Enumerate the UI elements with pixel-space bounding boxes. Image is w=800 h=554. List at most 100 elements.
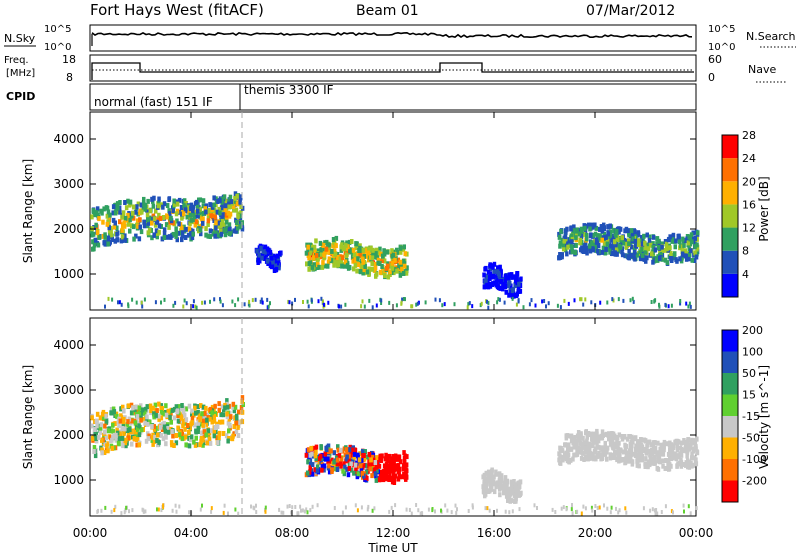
range-cell	[169, 419, 173, 425]
range-cell	[453, 302, 456, 307]
range-cell	[504, 289, 508, 295]
range-cell	[179, 412, 183, 418]
date-title: 07/Mar/2012	[586, 3, 675, 19]
range-cell	[561, 457, 565, 462]
colorbar-frame	[721, 329, 739, 503]
range-cell	[319, 444, 323, 450]
range-cell	[330, 467, 334, 473]
range-cell	[492, 261, 497, 267]
range-cell	[569, 226, 573, 232]
range-cell	[503, 278, 508, 284]
range-cell	[118, 200, 122, 205]
range-cell	[380, 258, 384, 264]
range-cell	[362, 456, 367, 462]
range-cell	[651, 244, 655, 250]
range-cell	[617, 243, 622, 249]
range-cell	[370, 266, 374, 272]
range-cell	[498, 285, 502, 291]
range-cell	[139, 202, 144, 208]
range-cell	[392, 472, 396, 478]
range-cell	[232, 408, 237, 414]
range-cell	[630, 461, 635, 467]
range-cell	[594, 431, 598, 437]
range-cell	[683, 248, 688, 254]
range-cell	[308, 242, 313, 248]
range-cell	[492, 268, 496, 274]
range-cell	[679, 452, 684, 458]
range-cell	[567, 442, 571, 448]
range-cell	[134, 434, 138, 440]
range-cell	[340, 255, 345, 261]
range-cell	[617, 432, 622, 438]
range-cell	[316, 503, 319, 508]
range-cell	[333, 251, 337, 257]
range-cell	[100, 437, 104, 443]
range-cell	[481, 489, 486, 495]
range-cell	[188, 510, 190, 515]
range-cell	[567, 447, 571, 453]
range-cell	[217, 407, 221, 413]
range-cell	[334, 235, 339, 241]
range-cell	[633, 435, 638, 441]
range-cell	[689, 304, 692, 309]
range-cell	[192, 412, 196, 418]
range-cell	[206, 209, 211, 215]
range-cell	[325, 447, 329, 453]
range-cell	[509, 283, 513, 289]
range-cell	[650, 300, 653, 304]
range-cell	[188, 437, 193, 443]
range-cell	[204, 432, 208, 438]
range-cell	[638, 451, 642, 457]
range-cell	[299, 504, 302, 509]
range-cell	[466, 305, 469, 310]
range-cell	[206, 233, 210, 239]
range-cell	[639, 256, 643, 262]
range-cell	[174, 226, 178, 232]
range-cell	[573, 435, 577, 440]
range-cell	[594, 225, 599, 231]
colorbar-tick-label: -200	[742, 475, 767, 488]
range-cell	[115, 231, 119, 237]
range-cell	[156, 507, 158, 512]
range-cell	[314, 238, 318, 244]
range-cell	[395, 268, 399, 274]
range-cell	[163, 428, 167, 434]
range-cell	[107, 228, 112, 234]
range-cell	[153, 402, 158, 408]
range-cell	[317, 456, 322, 462]
velocity-ylabel: Slant Range [km]	[21, 365, 35, 469]
range-cell	[644, 456, 648, 462]
range-cell	[581, 450, 585, 456]
range-cell	[592, 239, 597, 245]
range-cell	[682, 462, 686, 467]
range-cell	[655, 236, 660, 242]
range-cell	[395, 303, 398, 308]
range-cell	[236, 225, 240, 231]
range-cell	[486, 470, 491, 476]
range-cell	[227, 511, 229, 516]
nsearch-tick-bottom: 10^0	[708, 42, 735, 53]
range-cell	[640, 453, 644, 459]
range-cell	[96, 212, 100, 218]
range-cell	[102, 450, 107, 455]
range-cell	[626, 458, 631, 464]
range-cell	[133, 429, 138, 435]
range-cell	[488, 477, 493, 483]
range-cell	[203, 410, 207, 416]
range-cell	[695, 449, 699, 455]
range-cell	[365, 454, 369, 460]
range-cell	[327, 449, 331, 455]
range-cell	[687, 504, 690, 509]
range-cell	[653, 445, 658, 451]
range-cell	[177, 221, 181, 227]
range-cell	[385, 265, 389, 271]
freq-label: Freq.	[4, 55, 29, 66]
range-cell	[158, 424, 163, 430]
range-cell	[122, 431, 126, 437]
range-cell	[443, 302, 446, 307]
range-cell	[598, 235, 602, 241]
range-cell	[335, 467, 340, 472]
range-cell	[180, 237, 184, 243]
freq-tick-bottom: 8	[66, 71, 73, 84]
range-cell	[366, 507, 369, 512]
